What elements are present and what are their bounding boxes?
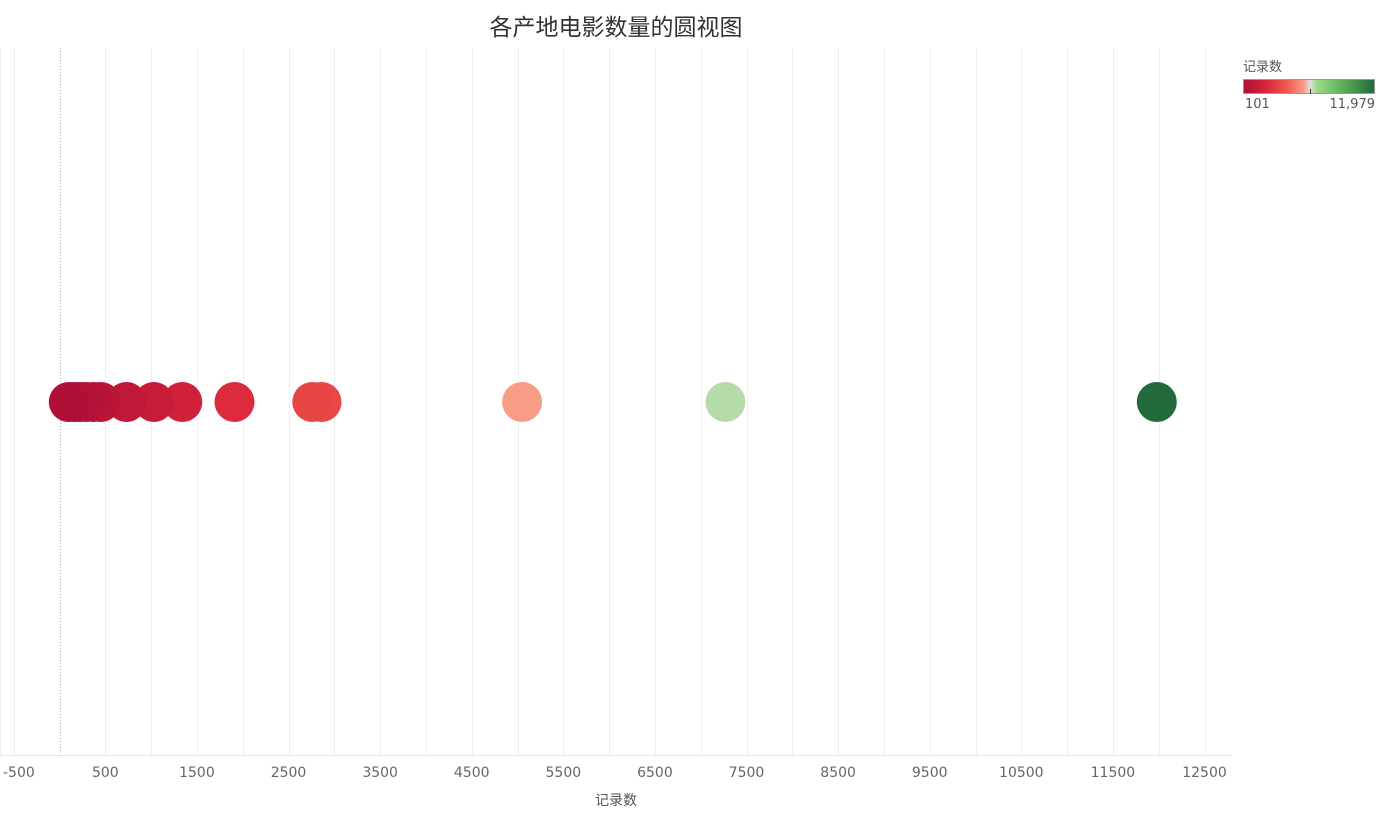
- legend-title: 记录数: [1243, 60, 1283, 75]
- data-point: [214, 382, 255, 422]
- x-tick-label: 11500: [1091, 765, 1136, 781]
- x-tick-label: 3500: [362, 765, 398, 781]
- data-point: [292, 382, 333, 422]
- data-points: [48, 382, 1177, 422]
- x-tick-label: 12500: [1182, 765, 1227, 781]
- legend-midpoint-tick: [1310, 89, 1311, 94]
- x-tick-label: 6500: [637, 765, 673, 781]
- x-tick-label: 8500: [820, 765, 856, 781]
- x-tick-label: 5500: [546, 765, 582, 781]
- x-tick-label: -500: [3, 765, 35, 781]
- x-tick-label: 10500: [999, 765, 1044, 781]
- legend-max-label: 11,979: [1329, 97, 1376, 112]
- color-legend: 记录数 101 11,979: [1243, 56, 1379, 113]
- data-point: [48, 382, 89, 422]
- x-tick-label: 4500: [454, 765, 490, 781]
- x-tick-label: 9500: [912, 765, 948, 781]
- legend-min-label: 101: [1245, 97, 1270, 112]
- data-point: [133, 382, 174, 422]
- x-tick-label: 7500: [729, 765, 765, 781]
- x-tick-label: 1500: [179, 765, 215, 781]
- data-point: [162, 382, 203, 422]
- x-axis-label: 记录数: [595, 793, 637, 809]
- legend-gradient-bar: [1243, 79, 1375, 94]
- x-tick-labels: -500 500 1500 2500 3500 4500 5500 6500 7500 8500 9…: [3, 765, 1227, 781]
- data-point: [502, 382, 543, 422]
- data-point: [1136, 382, 1177, 422]
- chart-title: 各产地电影数量的圆视图: [489, 15, 743, 41]
- data-point: [705, 382, 746, 422]
- x-tick-label: 500: [92, 765, 119, 781]
- x-tick-label: 2500: [271, 765, 307, 781]
